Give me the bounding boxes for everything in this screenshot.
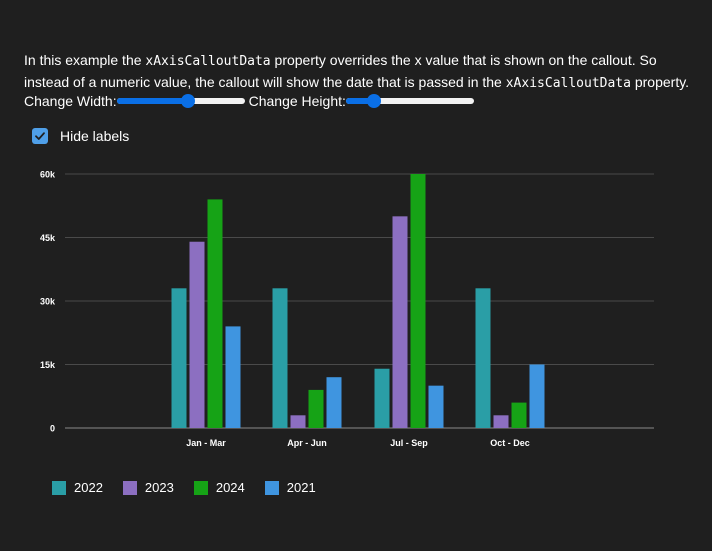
- width-slider-fill: [116, 98, 189, 104]
- x-tick-label: Jan - Mar: [186, 438, 226, 448]
- height-slider-track: [345, 98, 474, 104]
- x-tick-label: Jul - Sep: [390, 438, 428, 448]
- legend-swatch: [52, 480, 66, 495]
- legend-label: 2022: [74, 480, 103, 495]
- legend-swatch: [264, 480, 279, 495]
- width-slider-thumb[interactable]: [181, 94, 196, 108]
- y-tick-label: 45k: [40, 233, 56, 243]
- y-tick-label: 30k: [40, 297, 56, 307]
- bar: [207, 199, 223, 428]
- hide-labels-label: Hide labels: [60, 128, 130, 144]
- change-width-label: Change Width:: [24, 93, 117, 109]
- bar: [475, 288, 491, 428]
- size-controls: Change Width: Change Height:: [24, 91, 474, 111]
- bar: [171, 288, 187, 428]
- hide-labels-checkbox-row[interactable]: Hide labels: [32, 128, 129, 144]
- height-slider-thumb[interactable]: [367, 94, 382, 108]
- vertical-bar-chart: 0 15k 30k 45k 60k Jan - Mar Apr - Jun Jul - Sep…: [40, 170, 654, 448]
- bar: [308, 389, 324, 428]
- bar: [493, 415, 509, 428]
- legend-swatch: [193, 480, 208, 495]
- description-part-3: property.: [630, 74, 690, 90]
- legend-swatch: [122, 480, 137, 495]
- bar: [326, 377, 342, 428]
- bar: [428, 385, 444, 428]
- bar: [392, 216, 408, 428]
- legend-item[interactable]: 2021: [264, 480, 316, 495]
- change-width-slider[interactable]: [116, 91, 245, 111]
- change-height-label: Change Height:: [248, 93, 346, 109]
- legend-item[interactable]: 2022: [52, 480, 103, 495]
- bar: [374, 368, 390, 428]
- checkmark-icon: [35, 132, 45, 140]
- description-code-1: xAxisCalloutData: [145, 54, 271, 69]
- description-part-1: In this example the: [24, 52, 146, 68]
- hide-labels-checkbox[interactable]: [32, 128, 48, 144]
- description-text: In this example the xAxisCalloutData pro…: [24, 50, 704, 94]
- bar: [225, 326, 241, 428]
- legend-item[interactable]: 2023: [122, 480, 174, 495]
- y-tick-label: 60k: [40, 170, 56, 180]
- chart-legend: 2022 2023 2024 2021: [52, 480, 336, 495]
- bar: [290, 415, 306, 428]
- legend-label: 2021: [286, 480, 316, 495]
- bar: [189, 241, 205, 428]
- description-code-2: xAxisCalloutData: [505, 76, 631, 91]
- bar: [511, 402, 527, 428]
- height-slider-fill: [345, 98, 375, 104]
- x-tick-label: Apr - Jun: [287, 438, 327, 448]
- legend-label: 2023: [144, 480, 174, 495]
- description-part-2: property overrides the x value that is s…: [24, 52, 657, 90]
- legend-item[interactable]: 2024: [193, 480, 245, 495]
- x-tick-label: Oct - Dec: [490, 438, 530, 448]
- y-tick-label: 0: [50, 424, 55, 434]
- bar: [410, 174, 426, 428]
- legend-label: 2024: [215, 480, 245, 495]
- bar: [529, 364, 545, 428]
- bar: [272, 288, 288, 428]
- change-height-slider[interactable]: [345, 91, 474, 111]
- y-tick-label: 15k: [40, 360, 56, 370]
